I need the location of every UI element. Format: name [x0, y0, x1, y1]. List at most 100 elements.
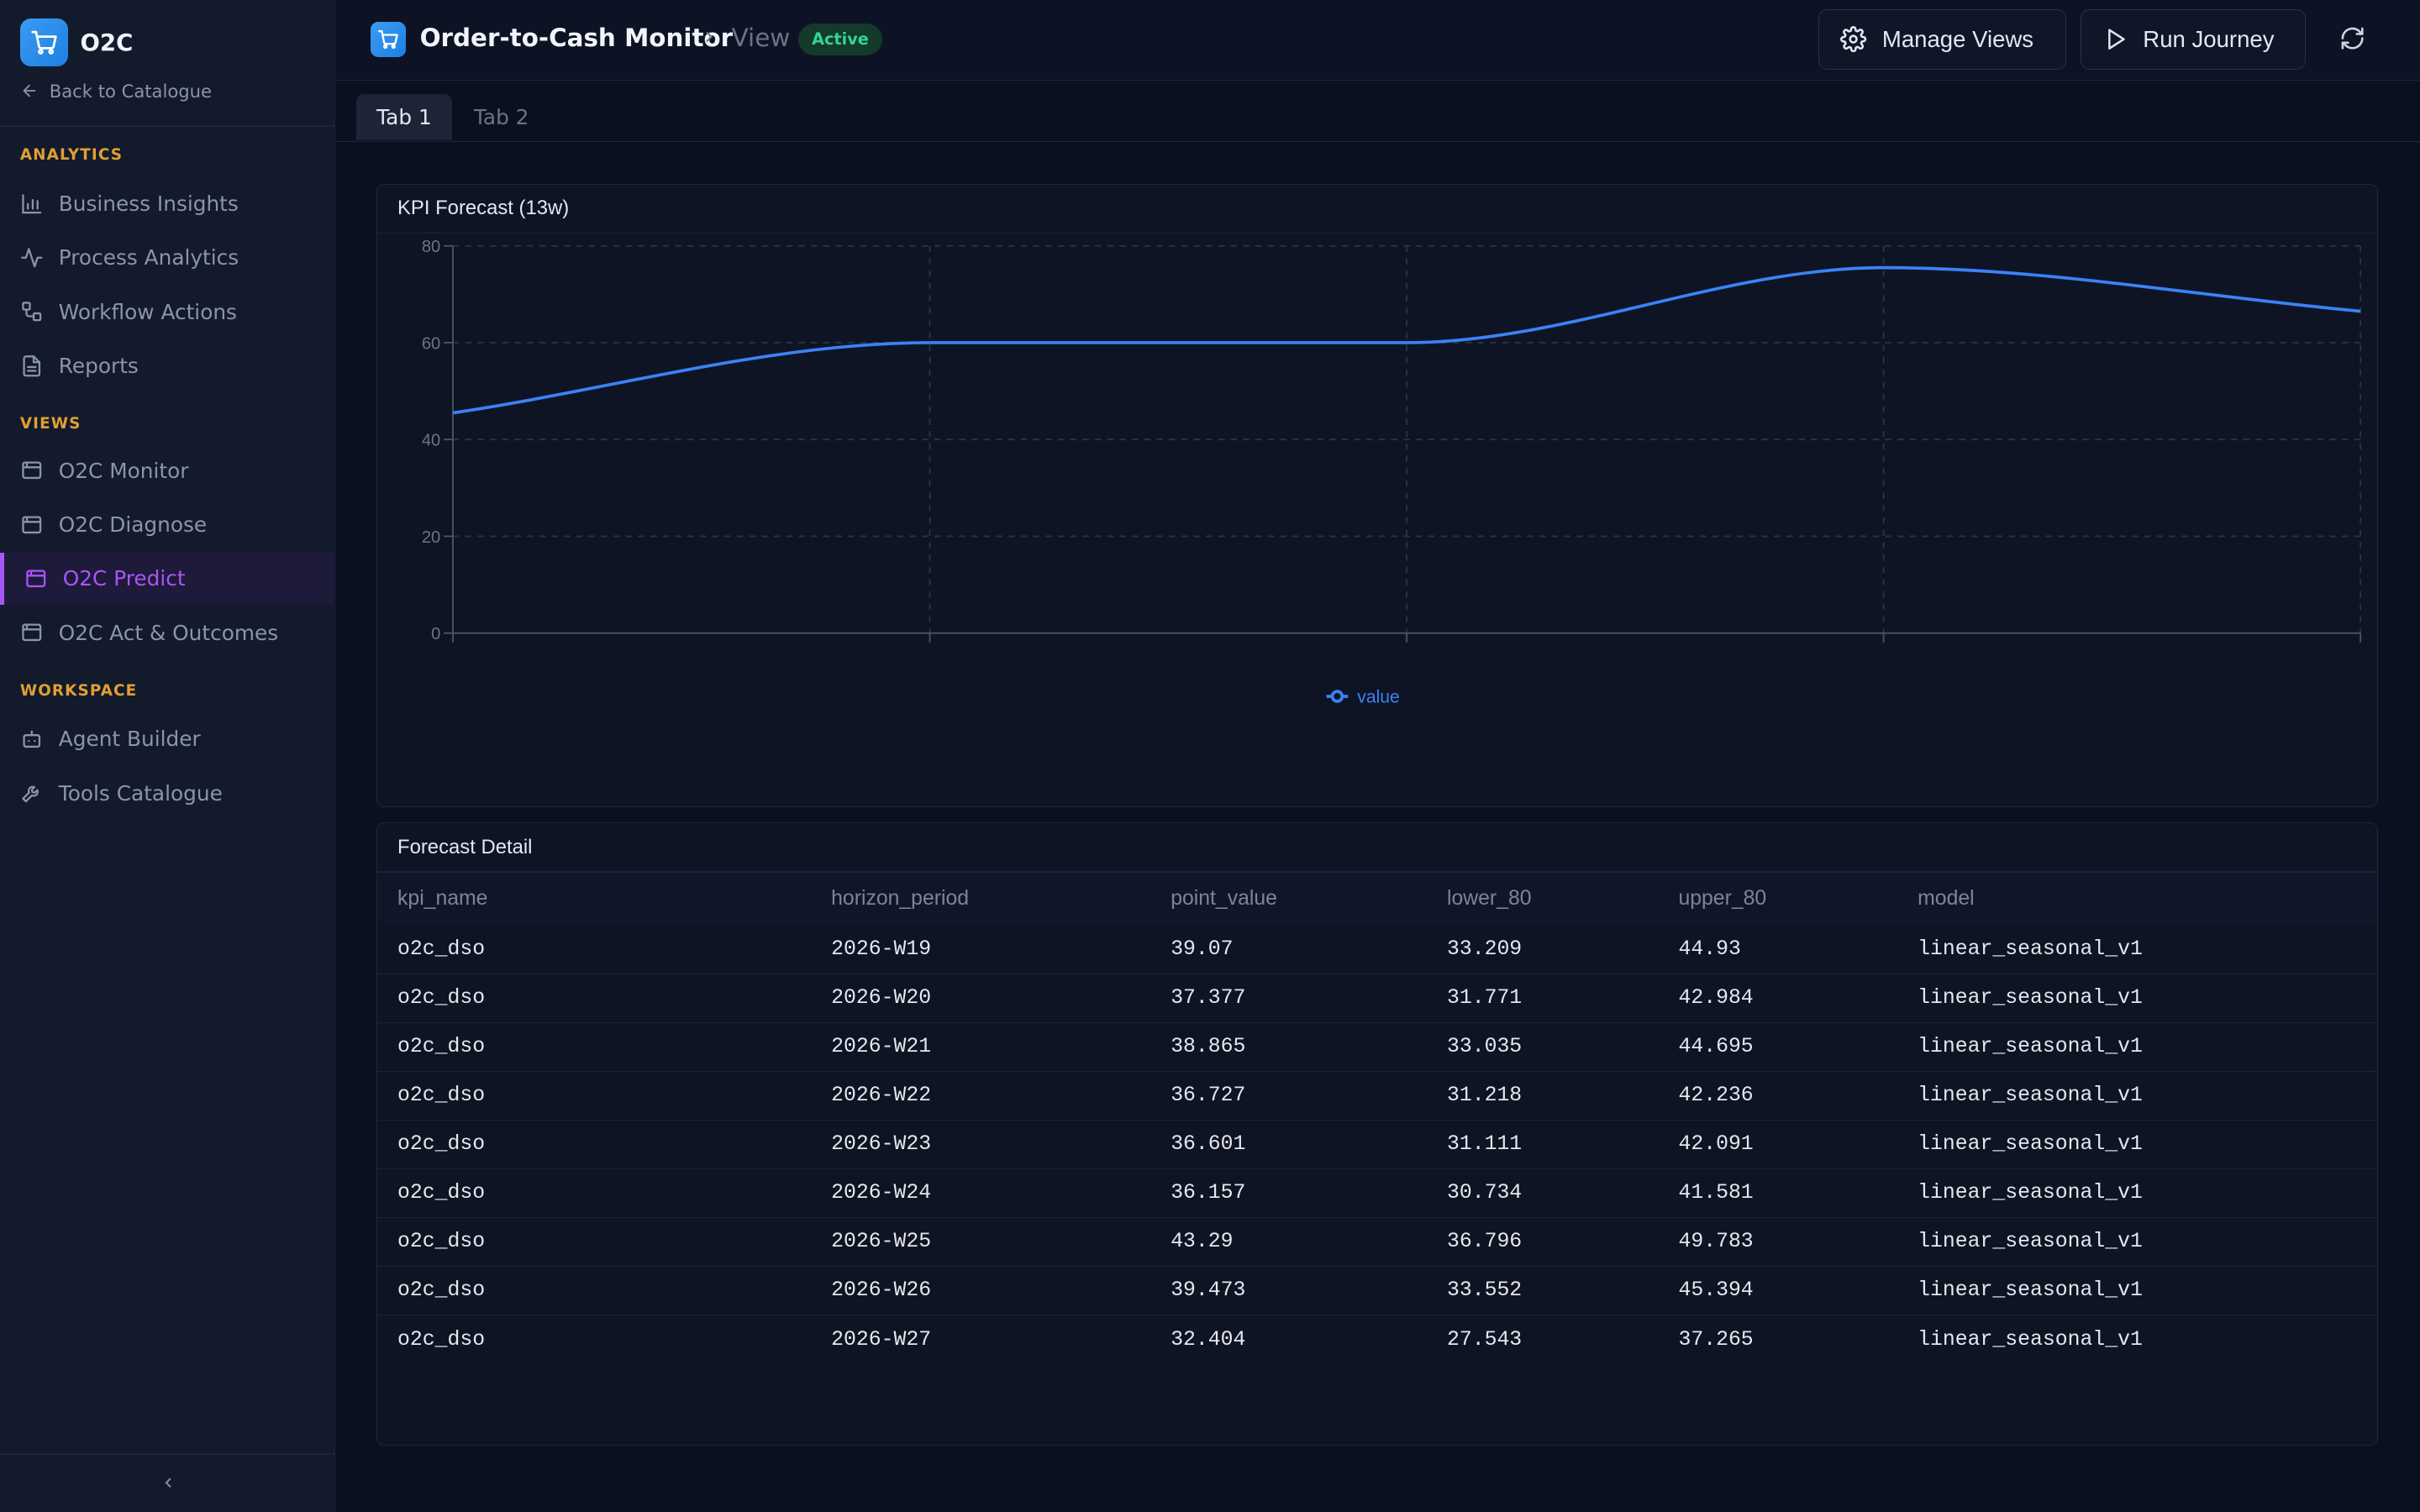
run-journey-button[interactable]: Run Journey [2080, 9, 2307, 70]
status-badge: Active [797, 23, 883, 56]
sidebar-item-workflow-actions[interactable]: Workflow Actions [0, 286, 334, 338]
manage-views-label: Manage Views [1881, 25, 2034, 52]
sidebar-item-reports[interactable]: Reports [0, 339, 334, 391]
chevron-right-icon [701, 26, 718, 54]
column-header[interactable]: model [1918, 886, 1975, 910]
table-row[interactable]: o2c_dso 2026-W21 38.865 33.035 44.695 linear_… [377, 1021, 2376, 1072]
section-workspace: WORKSPACE [19, 681, 138, 700]
window-icon [22, 461, 42, 480]
y-tick-label: 60 [422, 335, 440, 354]
column-header[interactable]: kpi_name [397, 886, 488, 910]
sidebar-item-business-insights[interactable]: Business Insights [0, 177, 334, 229]
y-tick-label: 0 [431, 625, 440, 643]
activity-icon [21, 248, 43, 268]
table-cell: 33.035 [1427, 1021, 1659, 1072]
column-header[interactable]: upper_80 [1678, 886, 1767, 910]
brand-name: O2C [80, 29, 134, 56]
table-cell: 2026-W25 [811, 1216, 1151, 1267]
cart-icon [370, 21, 407, 57]
sidebar: O2C Back to Catalogue ANALYTICS Business… [0, 0, 335, 1512]
table-row[interactable]: o2c_dso 2026-W23 36.601 31.111 42.091 linear_… [377, 1119, 2376, 1169]
chevron-left-icon [165, 1478, 171, 1488]
table-cell: 36.796 [1427, 1216, 1659, 1267]
table-cell: 2026-W24 [811, 1168, 1151, 1218]
sidebar-item-tools-catalogue[interactable]: Tools Catalogue [0, 767, 334, 819]
sidebar-item-label: Process Analytics [58, 245, 239, 270]
sidebar-item-label: O2C Diagnose [58, 512, 208, 537]
manage-views-button[interactable]: Manage Views [1818, 9, 2067, 70]
sidebar-item-o2c-predict[interactable]: O2C Predict [0, 552, 334, 605]
y-tick-label: 40 [422, 432, 440, 450]
table-cell: 2026-W22 [811, 1070, 1151, 1121]
play-icon [2107, 29, 2125, 50]
sidebar-bottom-divider [0, 1453, 335, 1455]
legend-label: value [1357, 688, 1399, 707]
table-cell: linear_seasonal_v1 [1918, 937, 2143, 961]
kpi-forecast-card: KPI Forecast (13w) 0 20 40 60 80 value [376, 183, 2379, 807]
table-cell: 44.93 [1678, 937, 1741, 961]
table-cell: 36.727 [1150, 1070, 1428, 1121]
table-row[interactable]: o2c_dso 2026-W26 39.473 33.552 45.394 linear_… [377, 1265, 2376, 1315]
table-row[interactable]: o2c_dso 2026-W24 36.157 30.734 41.581 linear_… [377, 1168, 2376, 1218]
chart-title: KPI Forecast (13w) [397, 197, 570, 220]
window-icon [22, 516, 42, 533]
section-analytics: ANALYTICS [19, 146, 124, 165]
sidebar-item-o2c-monitor[interactable]: O2C Monitor [0, 444, 334, 496]
table-cell: o2c_dso [377, 1216, 812, 1267]
tab-1[interactable]: Tab 1 [356, 94, 452, 141]
sidebar-item-label: Workflow Actions [58, 299, 237, 324]
table-cell: linear_seasonal_v1 [1897, 1021, 2376, 1072]
table-row[interactable]: o2c_dso 2026-W27 32.404 27.543 37.265 linear_… [377, 1314, 2376, 1364]
table-cell: linear_seasonal_v1 [1897, 1265, 2376, 1315]
table-cell: 36.157 [1150, 1168, 1428, 1218]
table-cell: 39.473 [1150, 1265, 1428, 1315]
column-header[interactable]: point_value [1171, 886, 1277, 910]
table-header-row: kpi_name horizon_period point_value lower_8… [377, 872, 2376, 926]
table-cell: 39.07 [1171, 937, 1234, 961]
breadcrumb-view[interactable]: View [731, 23, 791, 52]
sidebar-item-label: Agent Builder [58, 727, 201, 752]
sidebar-item-label: O2C Act & Outcomes [58, 620, 279, 645]
run-journey-label: Run Journey [2143, 25, 2275, 52]
tab-2[interactable]: Tab 2 [473, 105, 529, 130]
table-cell: 31.771 [1427, 973, 1659, 1023]
table-cell: linear_seasonal_v1 [1897, 973, 2376, 1023]
table-row[interactable]: o2c_dso 2026-W25 43.29 36.796 49.783 linear_s… [377, 1216, 2376, 1267]
table-cell: 38.865 [1150, 1021, 1428, 1072]
table-cell: 33.552 [1427, 1265, 1659, 1315]
table-row[interactable]: o2c_dso 2026-W22 36.727 31.218 42.236 linear_… [377, 1070, 2376, 1121]
file-text-icon [23, 354, 40, 376]
table-cell: o2c_dso [377, 1314, 812, 1364]
table-cell: 31.111 [1427, 1119, 1659, 1169]
table-cell: 30.734 [1427, 1168, 1659, 1218]
sidebar-item-label: O2C Monitor [58, 458, 189, 483]
table-cell: 32.404 [1150, 1314, 1428, 1364]
table-cell: o2c_dso [377, 1070, 812, 1121]
table-cell: 41.581 [1658, 1168, 1898, 1218]
sidebar-item-agent-builder[interactable]: Agent Builder [0, 713, 334, 765]
sidebar-item-process-analytics[interactable]: Process Analytics [0, 232, 334, 284]
refresh-button[interactable] [2335, 22, 2369, 55]
sidebar-item-o2c-act-outcomes[interactable]: O2C Act & Outcomes [0, 606, 334, 659]
table-cell: 2026-W26 [811, 1265, 1151, 1315]
column-header[interactable]: horizon_period [831, 886, 970, 910]
table-cell: linear_seasonal_v1 [1897, 1119, 2376, 1169]
table-cell: 33.209 [1446, 937, 1523, 961]
brand[interactable]: O2C [19, 18, 134, 66]
card-divider [377, 232, 2378, 234]
gear-icon [1840, 26, 1867, 53]
sidebar-item-label: Business Insights [58, 191, 239, 216]
kpi-forecast-chart: 0 20 40 60 80 value [422, 238, 2362, 707]
column-header[interactable]: lower_80 [1446, 886, 1532, 910]
table-cell: 2026-W23 [811, 1119, 1151, 1169]
forecast-detail-card: Forecast Detail kpi_name horizon_period po… [376, 822, 2379, 1446]
back-to-catalogue-link[interactable]: Back to Catalogue [20, 81, 212, 102]
table-row[interactable]: o2c_dso 2026-W20 37.377 31.771 42.984 linear_… [377, 973, 2376, 1023]
table-cell: 44.695 [1658, 1021, 1898, 1072]
table-cell: o2c_dso [377, 1168, 812, 1218]
table-row[interactable]: o2c_dso 2026-W19 39.07 33.209 44.93 linear_se… [377, 925, 2376, 974]
sidebar-item-o2c-diagnose[interactable]: O2C Diagnose [0, 498, 334, 550]
collapse-sidebar-button[interactable] [155, 1469, 182, 1497]
table-cell: 36.601 [1150, 1119, 1428, 1169]
table-cell: 27.543 [1427, 1314, 1659, 1364]
